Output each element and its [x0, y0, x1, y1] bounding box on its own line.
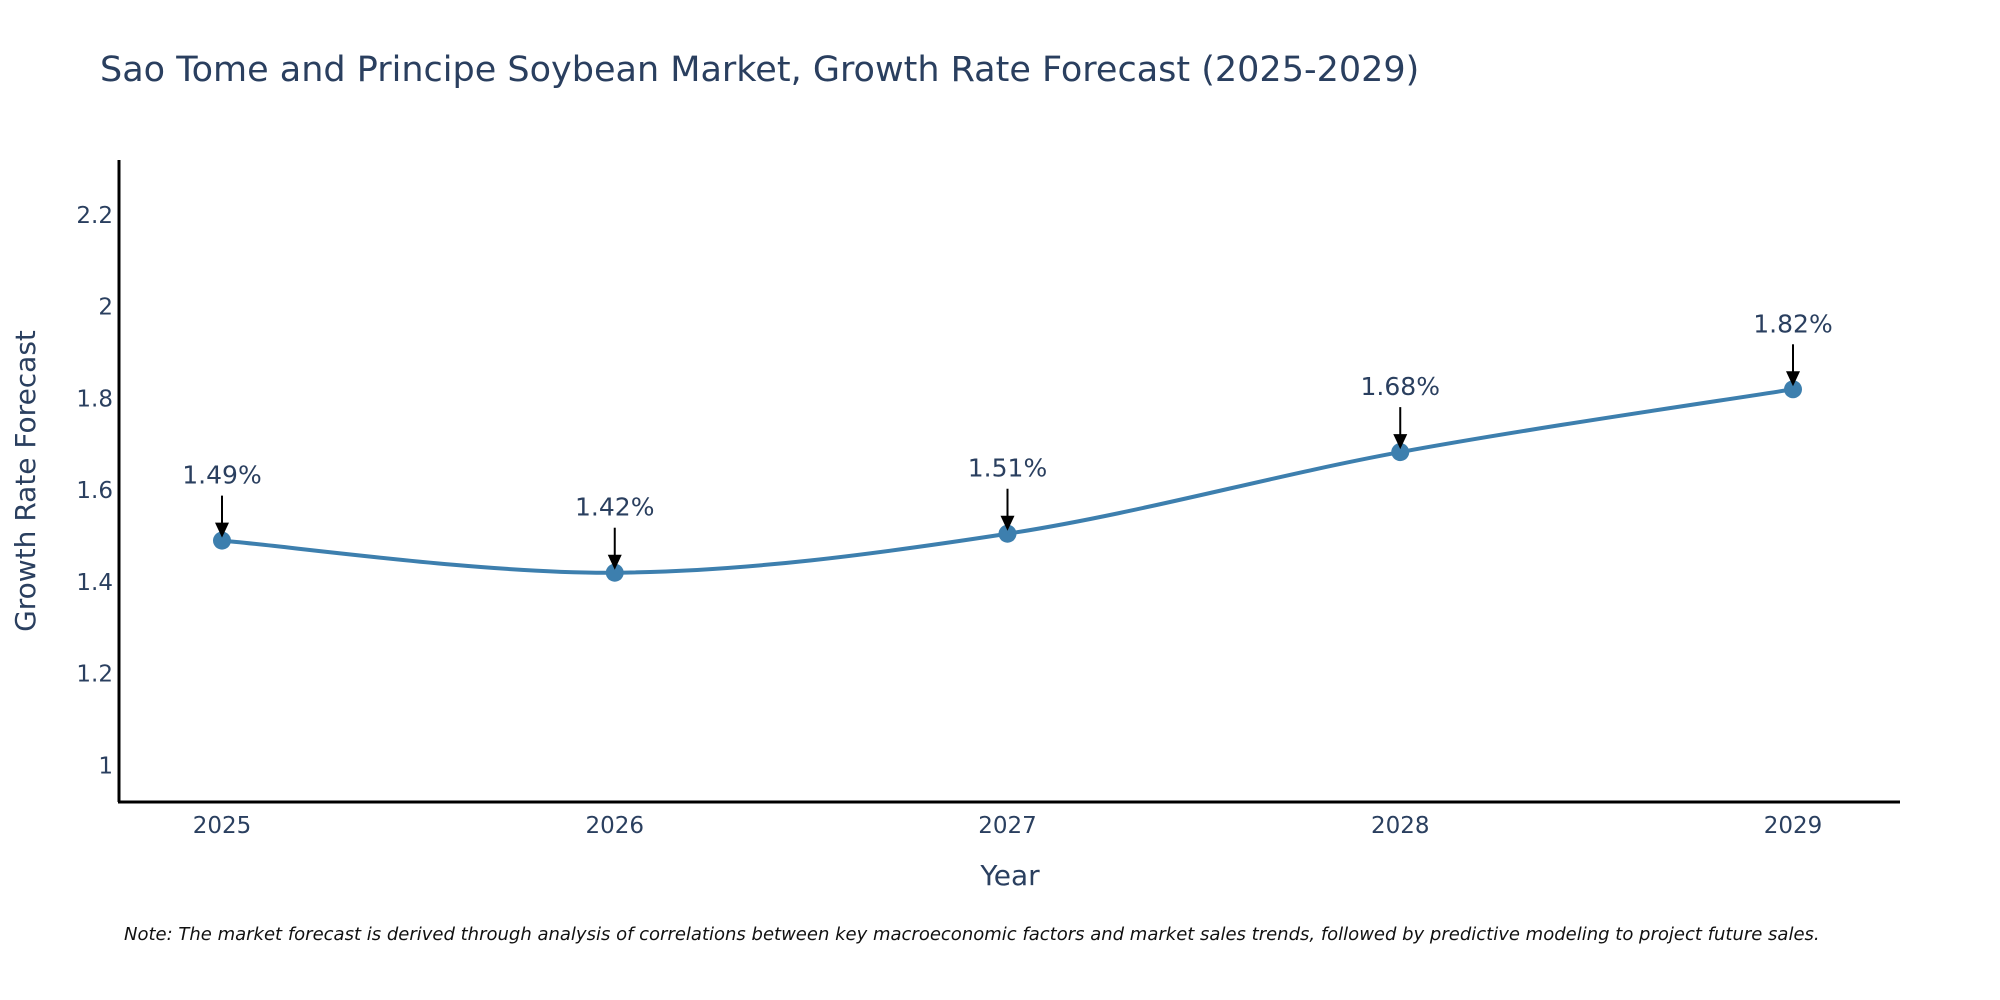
x-axis-title: Year — [979, 859, 1040, 892]
y-axis-title: Growth Rate Forecast — [9, 330, 42, 632]
y-tick-label: 1.4 — [76, 570, 113, 596]
data-label: 1.49% — [182, 461, 261, 490]
x-tick-label: 2027 — [978, 813, 1037, 839]
x-tick-label: 2025 — [193, 813, 252, 839]
y-tick-label: 2.2 — [76, 203, 113, 229]
data-label: 1.68% — [1361, 372, 1440, 401]
chart-note: Note: The market forecast is derived thr… — [124, 924, 1820, 945]
y-tick-label: 1.2 — [76, 662, 113, 688]
y-tick-label: 1 — [98, 753, 113, 779]
chart-title: Sao Tome and Principe Soybean Market, Gr… — [100, 50, 1419, 90]
x-tick-labels: 2025 2026 2027 2028 2029 — [193, 813, 1823, 839]
data-label: 1.51% — [968, 454, 1047, 483]
x-tick-label: 2028 — [1371, 813, 1430, 839]
annotation-arrow-head — [215, 522, 229, 538]
annotation-arrow-head — [607, 554, 622, 570]
data-point — [1784, 380, 1802, 399]
data-point — [998, 524, 1017, 543]
data-label: 1.42% — [575, 493, 654, 522]
x-tick-label: 2029 — [1764, 813, 1823, 839]
y-tick-label: 1.8 — [76, 386, 113, 412]
annotation-arrow-head — [1786, 371, 1800, 387]
y-tick-label: 2 — [98, 295, 113, 321]
annotation-arrow-head — [1393, 434, 1408, 450]
y-tick-labels: 1 1.2 1.4 1.6 1.8 2 2.2 — [76, 203, 113, 779]
data-point — [213, 531, 231, 550]
data-label: 1.82% — [1753, 309, 1832, 338]
x-tick-label: 2026 — [585, 813, 644, 839]
y-tick-label: 1.6 — [76, 478, 113, 504]
annotation-arrow-head — [1000, 515, 1015, 531]
data-points — [213, 380, 1802, 582]
data-point — [605, 563, 624, 582]
data-point — [1391, 443, 1410, 462]
data-annotations: 1.49% 1.42% 1.51% 1.68% 1.82% — [182, 309, 1833, 570]
